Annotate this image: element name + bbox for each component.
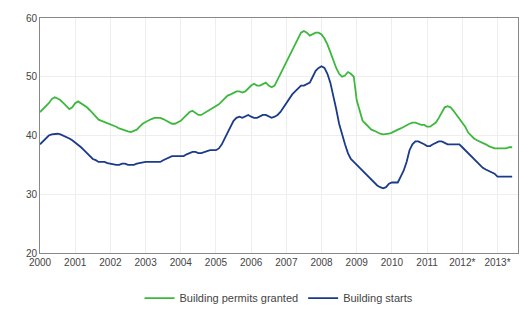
svg-text:2009: 2009 (346, 257, 369, 268)
svg-text:2002: 2002 (99, 257, 122, 268)
svg-text:2000: 2000 (29, 257, 52, 268)
svg-text:2004: 2004 (170, 257, 193, 268)
svg-text:2012*: 2012* (449, 257, 475, 268)
svg-text:2011: 2011 (416, 257, 438, 268)
svg-text:30: 30 (26, 189, 38, 200)
svg-text:2005: 2005 (205, 257, 228, 268)
svg-text:50: 50 (26, 71, 38, 82)
svg-text:40: 40 (26, 130, 38, 141)
svg-text:2007: 2007 (275, 257, 298, 268)
svg-text:2010: 2010 (381, 257, 404, 268)
svg-text:2003: 2003 (134, 257, 157, 268)
svg-text:2008: 2008 (310, 257, 333, 268)
svg-text:Building starts: Building starts (343, 292, 413, 304)
svg-text:20: 20 (26, 248, 38, 259)
svg-text:Building permits granted: Building permits granted (180, 292, 299, 304)
svg-text:2006: 2006 (240, 257, 263, 268)
svg-text:2001: 2001 (64, 257, 87, 268)
svg-text:2013*: 2013* (484, 257, 510, 268)
svg-text:60: 60 (26, 13, 38, 24)
